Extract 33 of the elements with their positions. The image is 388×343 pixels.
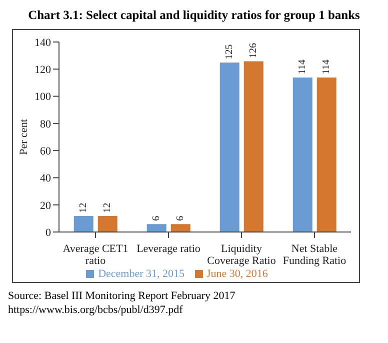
x-tick-label: Net Stable Funding Ratio (282, 243, 347, 267)
y-tick-label: 100 (34, 91, 52, 104)
bar (73, 215, 94, 232)
x-tick-label: Liquidity Coverage Ratio (207, 243, 276, 267)
data-label: 6 (151, 216, 162, 221)
data-label: 126 (248, 43, 260, 58)
data-label: 114 (321, 60, 332, 74)
bar (292, 77, 313, 232)
y-tick-label: 60 (40, 145, 52, 158)
legend-label: June 30, 2016 (206, 268, 268, 280)
y-tick-label: 20 (40, 200, 52, 212)
legend-label: December 31, 2015 (98, 268, 185, 280)
y-tick-label: 140 (34, 36, 52, 49)
y-tick-label: 40 (40, 172, 52, 185)
x-tick-label: Average CET1 ratio (62, 243, 128, 267)
bar (243, 60, 264, 232)
data-label: 12 (78, 202, 90, 213)
bar (146, 224, 167, 232)
bar (316, 77, 337, 232)
bar (170, 224, 191, 232)
data-label: 125 (224, 44, 236, 60)
y-tick-label: 120 (34, 64, 52, 76)
y-tick-label: 0 (46, 226, 52, 239)
data-label: 12 (102, 202, 114, 213)
y-tick-label: 80 (40, 118, 52, 130)
y-axis-title: Per cent (18, 119, 30, 155)
chart-title: Chart 3.1: Select capital and liquidity ratios for group 1 banks (27, 8, 361, 23)
data-label: 6 (175, 216, 186, 221)
x-tick-label: Leverage ratio (136, 243, 201, 255)
data-label: 114 (297, 60, 308, 74)
bar (219, 62, 240, 232)
bar (97, 215, 118, 232)
source-note: Source: Basel III Monitoring Report February 2017 https://www.bis.org/bcbs/publ/d397.pdf (8, 289, 236, 317)
